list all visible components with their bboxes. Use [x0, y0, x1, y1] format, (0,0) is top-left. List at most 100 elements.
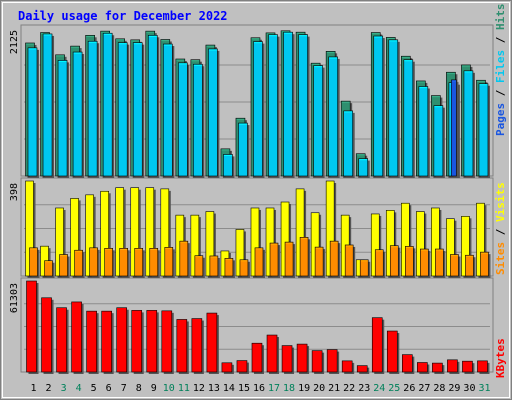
sites-bar-5-highlight	[90, 248, 98, 250]
x-tick-label-23: 23	[358, 383, 370, 394]
sites-bar-4-highlight	[75, 250, 82, 252]
visits-bar-24-highlight	[371, 214, 379, 216]
kbytes-bar-14	[221, 362, 233, 373]
files-bar-6-highlight	[103, 33, 112, 35]
visits-bar-5-highlight	[86, 195, 94, 197]
kbytes-bar-31-highlight	[478, 361, 487, 363]
hits-bar-23-highlight	[356, 154, 365, 156]
hits-bar-1-highlight	[26, 43, 34, 45]
visits-bar-13-highlight	[206, 212, 214, 214]
sites-bar-28-highlight	[435, 249, 443, 251]
files-bar-25	[388, 39, 399, 177]
kbytes-bar-9-highlight	[147, 310, 157, 312]
kbytes-bar-20	[311, 350, 323, 373]
kbytes-bar-9	[146, 310, 158, 373]
visits-bar-26-highlight	[401, 203, 409, 205]
x-tick-label-17: 17	[268, 383, 280, 394]
x-tick-label-1: 1	[31, 383, 37, 394]
files-bar-4-highlight	[73, 52, 82, 54]
sites-bar-19	[299, 237, 309, 277]
kbytes-bar-24	[371, 317, 383, 373]
files-bar-11-highlight	[178, 63, 187, 65]
files-bar-20	[313, 65, 323, 177]
legend-entry-sep-1: /	[494, 228, 507, 242]
sites-bar-16-highlight	[255, 248, 263, 250]
kbytes-bar-5	[86, 310, 97, 373]
kbytes-bar-15	[236, 360, 248, 373]
kbytes-bar-11-highlight	[177, 320, 187, 322]
kbytes-bar-22-highlight	[342, 361, 352, 363]
files-bar-30-highlight	[464, 71, 473, 73]
x-tick-label-8: 8	[136, 383, 142, 394]
kbytes-bar-26-highlight	[402, 355, 412, 357]
kbytes-bar-8	[131, 310, 143, 373]
sites-bar-9-highlight	[150, 248, 158, 250]
visits-bar-28-highlight	[431, 208, 439, 210]
visits-bar-29-highlight	[447, 219, 454, 221]
files-bar-1	[27, 47, 38, 177]
x-tick-label-11: 11	[178, 383, 190, 394]
sites-bar-19-highlight	[300, 237, 308, 239]
files-bar-31	[478, 83, 489, 177]
files-bar-10	[162, 43, 173, 177]
x-tick-label-2: 2	[46, 383, 52, 394]
kbytes-bar-27-highlight	[417, 363, 427, 365]
kbytes-bar-16	[251, 342, 263, 373]
files-bar-23-highlight	[359, 159, 368, 161]
sites-bar-31-highlight	[481, 252, 488, 254]
kbytes-bar-18	[281, 345, 293, 373]
files-bar-13-highlight	[208, 49, 217, 51]
kbytes-bar-21-highlight	[327, 350, 337, 352]
visits-bar-27-highlight	[416, 212, 424, 214]
kbytes-bar-29	[447, 359, 458, 373]
x-tick-label-13: 13	[208, 383, 220, 394]
pages-bar-29	[451, 79, 457, 177]
kbytes-bar-7-highlight	[117, 308, 127, 310]
files-bar-18	[283, 31, 293, 177]
kbytes-bar-25	[386, 330, 398, 373]
files-bar-15	[238, 122, 248, 177]
hits-bar-17-highlight	[266, 33, 275, 35]
kbytes-bar-4-highlight	[72, 302, 81, 304]
kbytes-bar-4	[71, 301, 82, 373]
visits-bar-1-highlight	[26, 181, 33, 183]
chart-title: Daily usage for December 2022	[18, 9, 228, 23]
hits-bar-14-highlight	[221, 149, 230, 151]
files-bar-18-highlight	[284, 32, 292, 34]
kbytes-bar-2	[41, 297, 52, 373]
sites-bar-11-highlight	[180, 241, 188, 243]
kbytes-bar-3	[56, 307, 67, 373]
files-bar-30	[463, 70, 474, 177]
x-tick-label-30: 30	[463, 383, 475, 394]
sites-bar-23-highlight	[360, 260, 368, 262]
legend-kbytes: KBytes	[494, 338, 507, 378]
sites-bar-31	[480, 251, 489, 277]
files-bar-22-highlight	[344, 111, 353, 113]
kbytes-bar-3-highlight	[57, 308, 66, 310]
visits-bar-8-highlight	[131, 188, 139, 190]
visits-bar-22-highlight	[341, 215, 349, 217]
files-bar-24	[373, 35, 384, 177]
visits-bar-16-highlight	[251, 208, 259, 210]
hits-bar-28-highlight	[431, 96, 440, 98]
x-tick-label-5: 5	[91, 383, 97, 394]
sites-bar-8	[134, 248, 144, 277]
files-bar-4	[72, 51, 83, 177]
visits-bar-30-highlight	[462, 216, 469, 218]
hits-bar-31-highlight	[477, 80, 485, 82]
kbytes-bar-6-highlight	[102, 311, 112, 313]
legend-visits: Sites / Visits	[494, 182, 507, 275]
kbytes-bar-13-highlight	[207, 313, 217, 315]
kbytes-bar-17	[266, 334, 278, 373]
hits-bar-26-highlight	[401, 56, 410, 58]
legend-entry-hits-4: Hits	[494, 4, 507, 37]
sites-bar-20	[314, 246, 324, 277]
hits-bar-24-highlight	[371, 33, 380, 35]
sites-bar-14-highlight	[225, 258, 233, 260]
sites-bar-17	[269, 242, 279, 277]
files-bar-26-highlight	[404, 60, 413, 62]
kbytes-bar-2-highlight	[42, 298, 51, 300]
sites-bar-8-highlight	[135, 248, 143, 250]
visits-bar-4-highlight	[71, 199, 78, 201]
files-bar-5	[87, 40, 98, 177]
